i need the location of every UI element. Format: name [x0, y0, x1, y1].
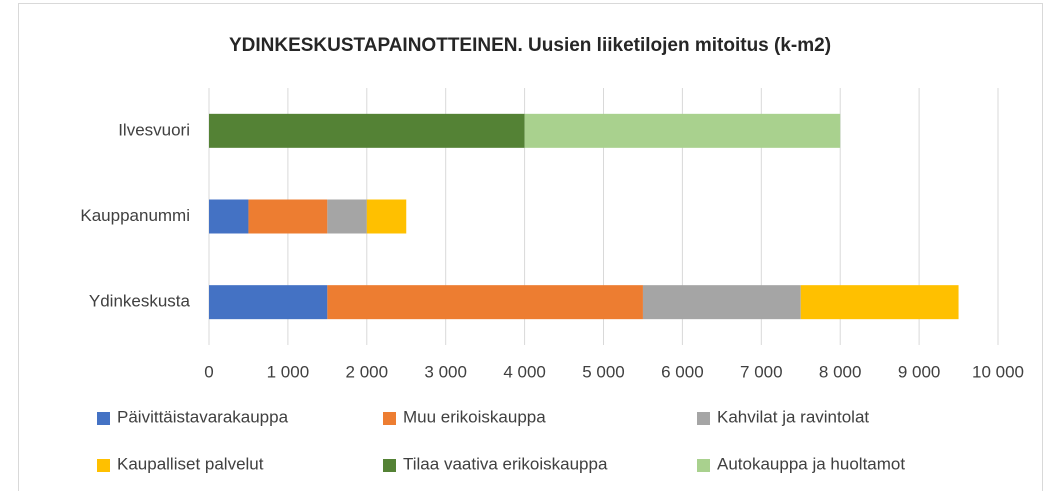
x-tick-label: 8 000: [819, 362, 862, 381]
y-tick-label: Ydinkeskusta: [89, 292, 191, 311]
bar: [366, 199, 407, 234]
y-tick-label: Ilvesvuori: [118, 120, 190, 139]
chart-border: [18, 3, 1043, 491]
x-tick-label: 3 000: [424, 362, 467, 381]
legend-label: Muu erikoiskauppa: [403, 407, 546, 426]
y-tick-label: Kauppanummi: [80, 206, 190, 225]
legend-swatch: [383, 412, 396, 425]
x-tick-label: 1 000: [267, 362, 310, 381]
x-tick-label: 2 000: [346, 362, 389, 381]
bar: [327, 285, 643, 320]
legend-label: Kaupalliset palvelut: [117, 454, 264, 473]
bar: [209, 285, 328, 320]
bar: [800, 285, 959, 320]
bar: [209, 199, 249, 234]
legend-swatch: [697, 412, 710, 425]
x-tick-label: 7 000: [740, 362, 783, 381]
bar: [209, 113, 525, 148]
legend-label: Autokauppa ja huoltamot: [717, 454, 905, 473]
x-tick-label: 0: [204, 362, 213, 381]
legend-swatch: [97, 412, 110, 425]
bar: [642, 285, 801, 320]
bar: [327, 199, 367, 234]
x-tick-label: 4 000: [503, 362, 546, 381]
x-tick-label: 6 000: [661, 362, 704, 381]
x-tick-label: 5 000: [582, 362, 625, 381]
legend-label: Päivittäistavarakauppa: [117, 407, 289, 426]
bar: [248, 199, 328, 234]
x-tick-label: 10 000: [972, 362, 1024, 381]
legend-swatch: [383, 459, 396, 472]
legend-label: Kahvilat ja ravintolat: [717, 407, 869, 426]
x-tick-label: 9 000: [898, 362, 941, 381]
legend-label: Tilaa vaativa erikoiskauppa: [403, 454, 608, 473]
bar: [524, 113, 841, 148]
chart-title: YDINKESKUSTAPAINOTTEINEN. Uusien liiketi…: [229, 35, 831, 56]
legend-swatch: [97, 459, 110, 472]
legend-swatch: [697, 459, 710, 472]
